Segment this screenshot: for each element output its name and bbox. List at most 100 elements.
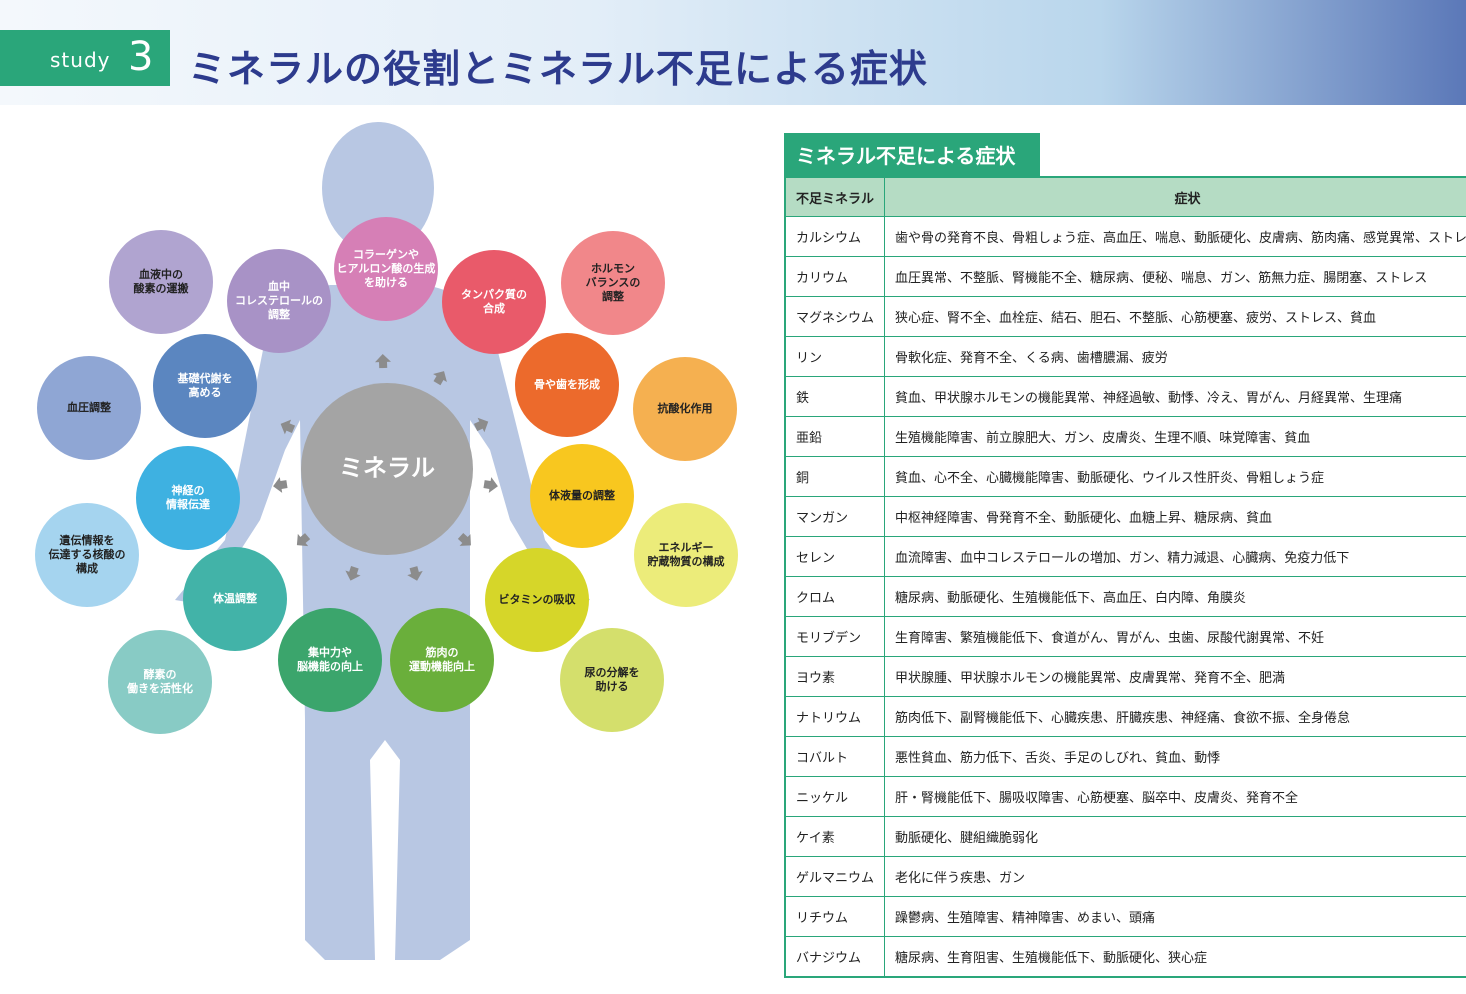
symptom-cell: 血流障害、血中コレステロールの増加、ガン、精力減退、心臓病、免疫力低下: [884, 536, 1466, 577]
table-row: ゲルマニウム 老化に伴う疾患、ガン: [785, 856, 1466, 897]
role-label: 情報伝達: [166, 497, 210, 511]
symptom-cell: 筋肉低下、副腎機能低下、心臓疾患、肝臓疾患、神経痛、食欲不振、全身倦怠: [884, 696, 1466, 737]
role-circle: [109, 230, 213, 334]
symptom-cell: 糖尿病、動脈硬化、生殖機能低下、高血圧、白内障、角膜炎: [884, 576, 1466, 617]
role-label: 合成: [483, 301, 505, 315]
role-label: タンパク質の: [461, 287, 527, 301]
role-circle: [633, 357, 737, 461]
mineral-cell: マグネシウム: [785, 296, 886, 337]
role-label: 脳機能の向上: [297, 659, 363, 673]
table-row: 鉄貧血、甲状腺ホルモンの機能異常、神経過敏、動悸、冷え、胃がん、月経異常、生理痛: [785, 376, 1466, 417]
symptom-cell: 狭心症、腎不全、血栓症、結石、胆石、不整脈、心筋梗塞、疲労、ストレス、貧血: [884, 296, 1466, 337]
symptom-cell: 動脈硬化、腱組織脆弱化: [884, 816, 1466, 857]
role-label: ホルモン: [591, 262, 635, 275]
table-row: バナジウム 糖尿病、生育阻害、生殖機能低下、動脈硬化、狭心症: [785, 936, 1466, 978]
role-label: 貯蔵物質の構成: [648, 554, 725, 568]
header-row: 不足ミネラル 症状: [785, 177, 1466, 217]
arrow: [483, 477, 498, 493]
table-row: カリウム 血圧異常、不整脈、腎機能不全、糖尿病、便秘、喘息、ガン、筋無力症、腸閉塞…: [785, 256, 1466, 297]
role-label: 調整: [602, 289, 624, 303]
mineral-cell: マンガン: [785, 496, 886, 537]
role-circle: [334, 217, 438, 321]
symptom-cell: 悪性貧血、筋力低下、舌炎、手足のしびれ、貧血、動悸: [884, 736, 1466, 777]
study-label: study 3: [0, 30, 170, 86]
role-label: ビタミンの吸収: [499, 592, 577, 606]
role-circle: [634, 503, 738, 607]
symptom-cell: 骨軟化症、発育不全、くる病、歯槽膿漏、疲労: [884, 336, 1466, 377]
mineral-cell: リチウム: [785, 896, 886, 937]
mineral-cell: ヨウ素: [785, 656, 886, 697]
mineral-cell: ナトリウム: [785, 696, 886, 737]
arrow: [375, 354, 391, 369]
symptom-cell: 老化に伴う疾患、ガン: [884, 856, 1466, 897]
role-circle: [560, 628, 664, 732]
table-row: セレン 血流障害、血中コレステロールの増加、ガン、精力減退、心臓病、免疫力低下: [785, 536, 1466, 577]
table-row: モリブデン 生育障害、繁殖機能低下、食道がん、胃がん、虫歯、尿酸代謝異常、不妊: [785, 616, 1466, 657]
role-label: 調整: [268, 307, 290, 321]
symptom-cell: 甲状腺腫、甲状腺ホルモンの機能異常、皮膚異常、発育不全、肥満: [884, 656, 1466, 697]
table-row: ヨウ素 甲状腺腫、甲状腺ホルモンの機能異常、皮膚異常、発育不全、肥満: [785, 656, 1466, 697]
table-row: マグネシウム 狭心症、腎不全、血栓症、結石、胆石、不整脈、心筋梗塞、疲労、ストレス…: [785, 296, 1466, 337]
symptom-cell: 中枢神経障害、骨発育不全、動脈硬化、血糖上昇、糖尿病、貧血: [884, 496, 1466, 537]
role-label: 遺伝情報を: [59, 533, 115, 547]
role-label: 酸素の運搬: [134, 281, 189, 295]
mineral-cell: セレン: [785, 536, 886, 577]
role-label: 高める: [189, 385, 222, 399]
arrow: [296, 533, 311, 547]
mineral-cell: クロム: [785, 576, 886, 617]
mineral-cell: ニッケル: [785, 776, 886, 817]
role-circle: [227, 249, 331, 353]
role-circle: [515, 333, 619, 437]
role-label: を助ける: [364, 275, 408, 289]
table-row: 亜鉛 生殖機能障害、前立腺肥大、ガン、皮膚炎、生理不順、味覚障害、貧血: [785, 416, 1466, 457]
role-label: 筋肉の: [425, 645, 459, 659]
symptom-cell: 生殖機能障害、前立腺肥大、ガン、皮膚炎、生理不順、味覚障害、貧血: [884, 416, 1466, 457]
table-row: マンガン 中枢神経障害、骨発育不全、動脈硬化、血糖上昇、糖尿病、貧血: [785, 496, 1466, 537]
mineral-cell: 鉄: [785, 376, 886, 417]
role-circle: [485, 548, 589, 652]
table-row: ナトリウム 筋肉低下、副腎機能低下、心臓疾患、肝臓疾患、神経痛、食欲不振、全身倦怠: [785, 696, 1466, 737]
role-label: ヒアルロン酸の生成: [337, 261, 436, 275]
role-circle: [153, 334, 257, 438]
role-label: バランスの: [586, 276, 641, 289]
arrow: [273, 477, 288, 493]
table-row: コバルト 悪性貧血、筋力低下、舌炎、手足のしびれ、貧血、動悸: [785, 736, 1466, 777]
role-circle: [561, 231, 665, 335]
role-label: 伝達する核酸の: [49, 547, 126, 561]
role-circle: [390, 608, 494, 712]
role-circle: [530, 444, 634, 548]
arrow: [473, 417, 489, 433]
mineral-cell: カルシウム: [785, 216, 886, 257]
role-circle: [278, 608, 382, 712]
symptom-cell: 貧血、甲状腺ホルモンの機能異常、神経過敏、動悸、冷え、胃がん、月経異常、生理痛: [884, 376, 1466, 417]
symptom-cell: 血圧異常、不整脈、腎機能不全、糖尿病、便秘、喘息、ガン、筋無力症、腸閉塞、ストレ…: [884, 256, 1466, 297]
arrow: [457, 533, 471, 546]
symptom-cell: 生育障害、繁殖機能低下、食道がん、胃がん、虫歯、尿酸代謝異常、不妊: [884, 616, 1466, 657]
role-circle: [37, 356, 141, 460]
role-label: 体液量の調整: [549, 488, 615, 502]
mineral-cell: バナジウム: [785, 936, 886, 978]
symptom-cell: 肝・腎機能低下、腸吸収障害、心筋梗塞、脳卒中、皮膚炎、発育不全: [884, 776, 1466, 817]
symptom-cell: 歯や骨の発育不良、骨粗しょう症、高血圧、喘息、動脈硬化、皮膚病、筋肉痛、感覚異常…: [884, 216, 1466, 257]
center-circle: [301, 383, 473, 555]
table-title: ミネラル不足による症状: [784, 133, 1040, 177]
mineral-cell: リン: [785, 336, 886, 377]
role-label: 体温調整: [213, 591, 257, 605]
role-label: 血圧調整: [67, 400, 111, 414]
role-label: 基礎代謝を: [177, 371, 233, 385]
header-bar: [0, 0, 1466, 105]
mineral-cell: モリブデン: [785, 616, 886, 657]
symptom-table: 不足ミネラル 症状 カルシウム 歯や骨の発育不良、骨粗しょう症、高血圧、喘息、動脈硬化…: [784, 176, 1466, 978]
role-label: 助ける: [596, 679, 629, 693]
symptom-cell: 躁鬱病、生殖障害、精神障害、めまい、頭痛: [884, 896, 1466, 937]
role-label: 尿の分解を: [585, 665, 640, 679]
table-row: ニッケル 肝・腎機能低下、腸吸収障害、心筋梗塞、脳卒中、皮膚炎、発育不全: [785, 776, 1466, 817]
role-label: 働きを活性化: [126, 681, 193, 695]
table-row: ケイ素 動脈硬化、腱組織脆弱化: [785, 816, 1466, 857]
role-circle: [442, 250, 546, 354]
role-label: 血液中の: [139, 267, 183, 281]
role-circle: [35, 503, 139, 607]
role-label: 骨や歯を形成: [534, 377, 600, 391]
